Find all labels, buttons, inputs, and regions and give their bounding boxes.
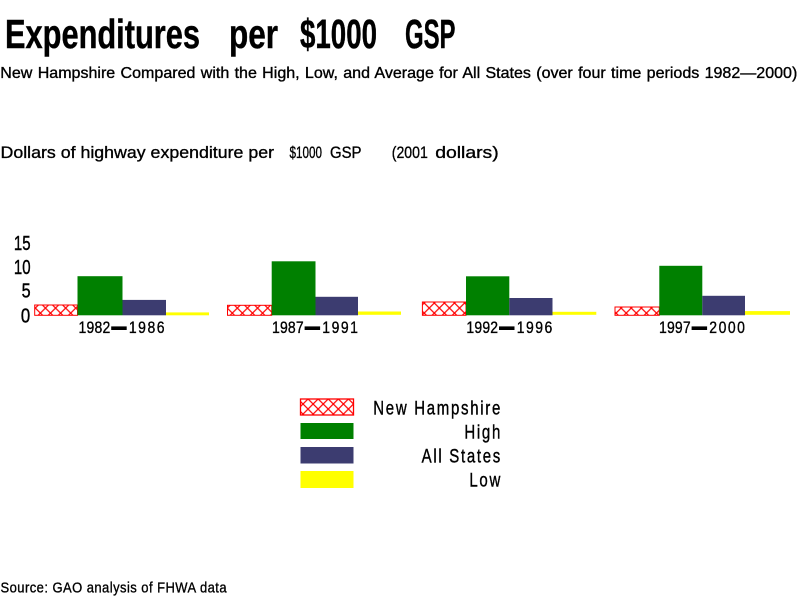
svg-text:Low: Low [469, 469, 502, 491]
svg-text:1992: 1992 [466, 319, 498, 337]
svg-text:$1000: $1000 [300, 12, 377, 57]
svg-text:per: per [229, 12, 278, 57]
svg-text:10: 10 [14, 256, 31, 279]
svg-text:0: 0 [21, 305, 30, 328]
svg-text:Dollars of highway expenditure: Dollars of highway expenditure per [1, 145, 275, 163]
svg-text:New Hampshire: New Hampshire [373, 397, 502, 419]
svg-text:1997: 1997 [659, 319, 691, 337]
svg-text:Source: GAO analysis of FHWA d: Source: GAO analysis of FHWA data [1, 579, 228, 596]
svg-text:5: 5 [22, 279, 31, 302]
svg-text:$1000: $1000 [290, 145, 323, 163]
svg-text:1987: 1987 [272, 319, 304, 337]
svg-text:2000: 2000 [709, 319, 746, 337]
svg-text:1996: 1996 [517, 319, 554, 337]
svg-text:dollars): dollars) [435, 145, 499, 163]
svg-text:GSP: GSP [330, 145, 362, 163]
svg-text:1982: 1982 [79, 319, 111, 337]
svg-text:High: High [464, 421, 502, 443]
svg-text:GSP: GSP [405, 12, 456, 57]
svg-text:(2001: (2001 [392, 145, 428, 163]
svg-text:1986: 1986 [129, 319, 166, 337]
svg-text:All States: All States [422, 445, 502, 467]
svg-text:1991: 1991 [322, 319, 359, 337]
svg-text:15: 15 [14, 232, 31, 255]
svg-text:Expenditures: Expenditures [5, 12, 200, 57]
svg-text:New Hampshire Compared with th: New Hampshire Compared with the High, Lo… [0, 65, 797, 82]
